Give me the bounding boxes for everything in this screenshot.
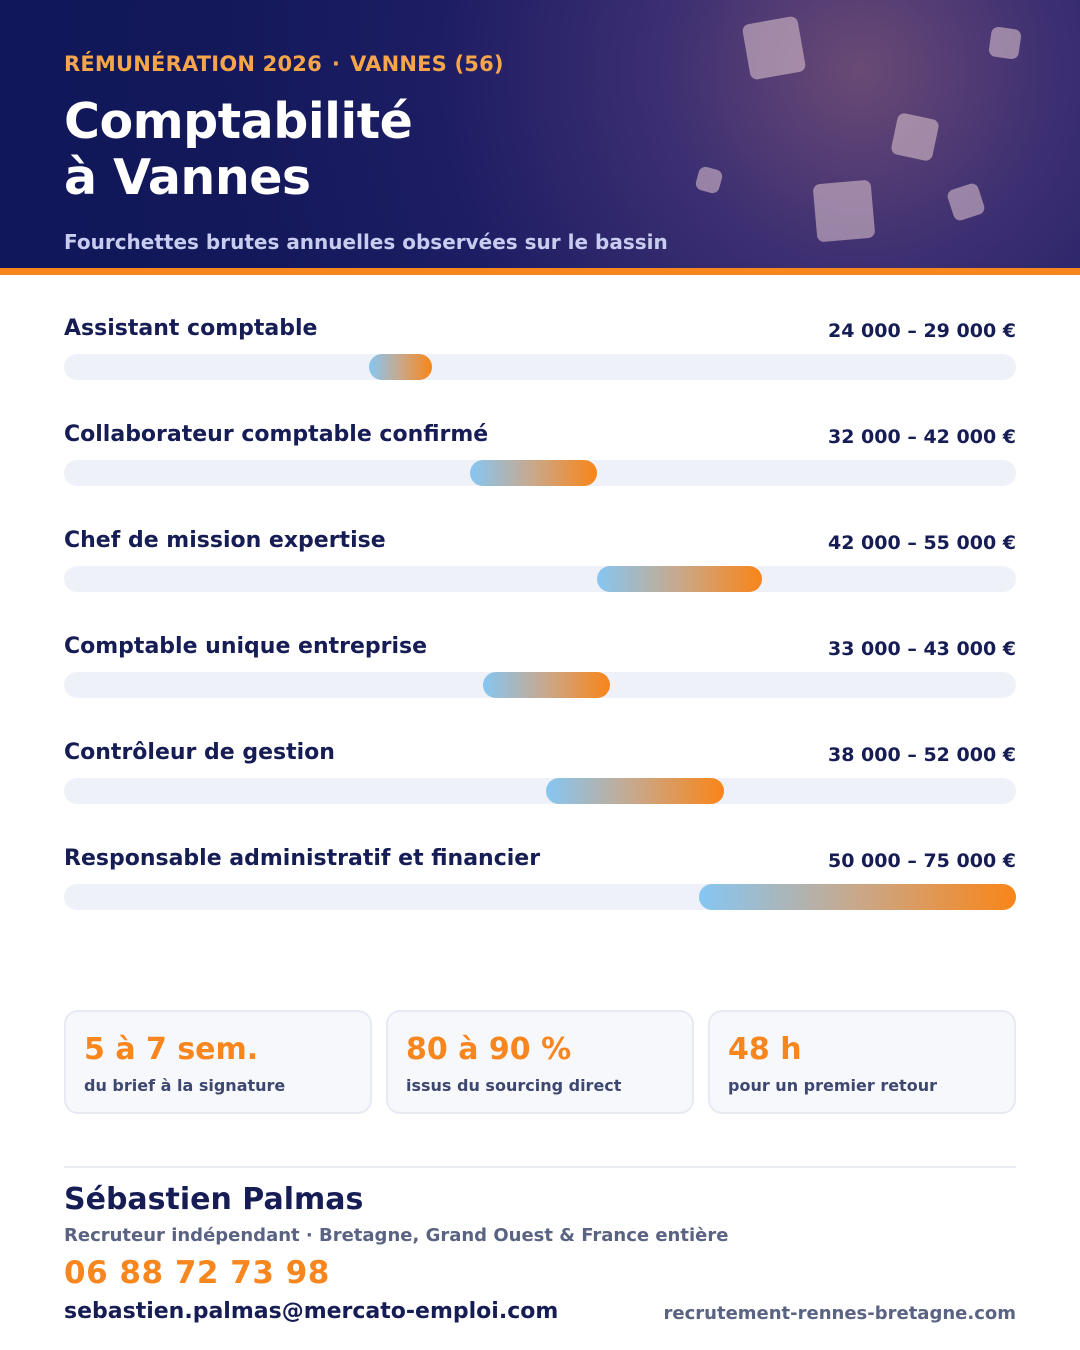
salary-row: Comptable unique entreprise 33 000 – 43 0… — [64, 634, 1016, 740]
job-title-label: Chef de mission expertise — [64, 528, 386, 553]
range-track — [64, 778, 1016, 804]
job-title-label: Collaborateur comptable confirmé — [64, 422, 489, 447]
header-accent-bar — [0, 268, 1080, 275]
range-track — [64, 884, 1016, 910]
decorative-square — [988, 26, 1022, 60]
decorative-square — [890, 112, 940, 162]
salary-row: Chef de mission expertise 42 000 – 55 000… — [64, 528, 1016, 634]
salary-range-label: 32 000 – 42 000 € — [828, 426, 1016, 448]
title-line-1: Comptabilité — [64, 93, 413, 150]
range-track — [64, 460, 1016, 486]
decorative-square — [694, 165, 724, 195]
contact-email[interactable]: sebastien.palmas@mercato-emploi.com — [64, 1299, 559, 1324]
salary-row: Responsable administratif et financier 50… — [64, 846, 1016, 952]
contact-phone[interactable]: 06 88 72 73 98 — [64, 1255, 330, 1291]
salary-row: Collaborateur comptable confirmé 32 000 –… — [64, 422, 1016, 528]
job-title-label: Contrôleur de gestion — [64, 740, 335, 765]
header-banner: RÉMUNÉRATION 2026 · VANNES (56) Comptabili… — [0, 0, 1080, 268]
job-title-label: Responsable administratif et financier — [64, 846, 541, 871]
salary-range-chart: Assistant comptable 24 000 – 29 000 € Coll… — [64, 316, 1016, 952]
range-bar — [470, 460, 598, 486]
salary-range-label: 38 000 – 52 000 € — [828, 744, 1016, 766]
stat-value: 5 à 7 sem. — [84, 1032, 259, 1067]
range-bar — [482, 672, 610, 698]
stat-card: 80 à 90 % issus du sourcing direct — [386, 1010, 694, 1114]
page-title: Comptabilité à Vannes — [64, 93, 413, 206]
range-bar — [698, 884, 1016, 910]
salary-range-label: 50 000 – 75 000 € — [828, 850, 1016, 872]
salary-range-label: 42 000 – 55 000 € — [828, 532, 1016, 554]
stat-value: 80 à 90 % — [406, 1032, 572, 1067]
salary-row: Assistant comptable 24 000 – 29 000 € — [64, 316, 1016, 422]
range-track — [64, 354, 1016, 380]
range-bar — [546, 778, 725, 804]
kicker: RÉMUNÉRATION 2026 · VANNES (56) — [64, 52, 504, 76]
decorative-square — [945, 181, 987, 223]
stats-row: 5 à 7 sem. du brief à la signature 80 à … — [64, 1010, 1016, 1114]
contact-role: Recruteur indépendant · Bretagne, Grand … — [64, 1225, 729, 1246]
decorative-square — [741, 15, 807, 81]
stat-label: issus du sourcing direct — [406, 1076, 622, 1095]
range-bar — [597, 566, 763, 592]
title-line-2: à Vannes — [64, 149, 311, 206]
divider — [64, 1166, 1016, 1168]
salary-row: Contrôleur de gestion 38 000 – 52 000 € — [64, 740, 1016, 846]
stat-label: pour un premier retour — [728, 1076, 937, 1095]
salary-range-label: 33 000 – 43 000 € — [828, 638, 1016, 660]
stat-value: 48 h — [728, 1032, 802, 1067]
contact-website[interactable]: recrutement-rennes-bretagne.com — [663, 1303, 1016, 1324]
stat-label: du brief à la signature — [84, 1076, 286, 1095]
kicker-separator: · — [331, 52, 341, 76]
range-track — [64, 672, 1016, 698]
range-bar — [368, 354, 433, 380]
range-track — [64, 566, 1016, 592]
page-subtitle: Fourchettes brutes annuelles observées s… — [64, 230, 668, 254]
stat-card: 5 à 7 sem. du brief à la signature — [64, 1010, 372, 1114]
kicker-topic: RÉMUNÉRATION 2026 — [64, 52, 322, 76]
job-title-label: Assistant comptable — [64, 316, 318, 341]
salary-range-label: 24 000 – 29 000 € — [828, 320, 1016, 342]
stat-card: 48 h pour un premier retour — [708, 1010, 1016, 1114]
contact-name: Sébastien Palmas — [64, 1182, 364, 1217]
job-title-label: Comptable unique entreprise — [64, 634, 428, 659]
decorative-square — [812, 179, 876, 243]
kicker-location: VANNES (56) — [350, 52, 504, 76]
